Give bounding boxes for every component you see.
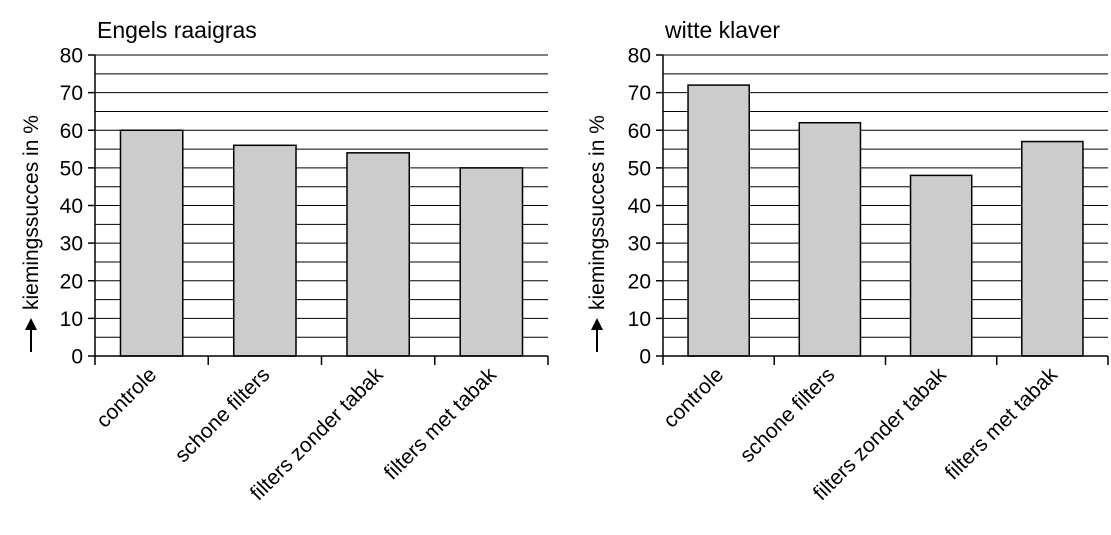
y-axis-arrow-icon	[591, 318, 603, 352]
y-tick-label: 40	[628, 195, 651, 218]
y-tick-label: 0	[639, 346, 651, 369]
y-tick-label: 60	[60, 120, 83, 143]
y-tick-label: 60	[628, 120, 651, 143]
y-tick-label: 40	[60, 195, 83, 218]
y-tick-label: 30	[60, 233, 83, 256]
y-tick-label: 0	[71, 346, 83, 369]
y-tick-label: 80	[60, 45, 83, 68]
chart-title: Engels raaigras	[97, 17, 257, 43]
x-category-label: filters met tabak	[380, 363, 501, 484]
bar-schone-filters	[232, 144, 297, 357]
y-tick-label: 70	[628, 82, 651, 105]
bar-filters-met-tabak	[459, 167, 524, 357]
chart-title: witte klaver	[664, 17, 780, 43]
y-tick-label: 30	[628, 233, 651, 256]
y-tick-label: 50	[628, 157, 651, 180]
x-category-label: schone filters	[736, 363, 840, 467]
y-tick-label: 20	[60, 270, 83, 293]
bar-controle	[119, 129, 184, 357]
y-axis-arrow-icon	[25, 318, 37, 352]
bar-filters-zonder-tabak	[346, 152, 411, 357]
y-tick-label: 50	[60, 157, 83, 180]
y-axis-label: kiemingssucces in %	[20, 115, 43, 310]
bar-schone-filters	[798, 121, 862, 357]
x-category-label: controle	[659, 363, 728, 432]
bar-filters-zonder-tabak	[909, 174, 973, 357]
y-tick-label: 80	[628, 45, 651, 68]
y-axis-label: kiemingssucces in %	[586, 115, 609, 310]
bar-filters-met-tabak	[1021, 140, 1084, 357]
y-tick-label: 10	[60, 308, 83, 331]
bar-controle	[687, 84, 750, 357]
y-tick-label: 20	[628, 270, 651, 293]
x-category-label: filters met tabak	[941, 363, 1062, 484]
chart-witte-klaver: witte klaver 0 10 20 30 40 50 60 70 80 controle sch…	[586, 17, 1109, 505]
y-tick-label: 70	[60, 82, 83, 105]
x-category-label: controle	[92, 363, 161, 432]
x-category-label: schone filters	[171, 363, 275, 467]
chart-engels-raaigras: Engels raaigras 0 10 20 30 40 50 60 70 80 controle…	[20, 17, 549, 505]
y-tick-label: 10	[628, 308, 651, 331]
